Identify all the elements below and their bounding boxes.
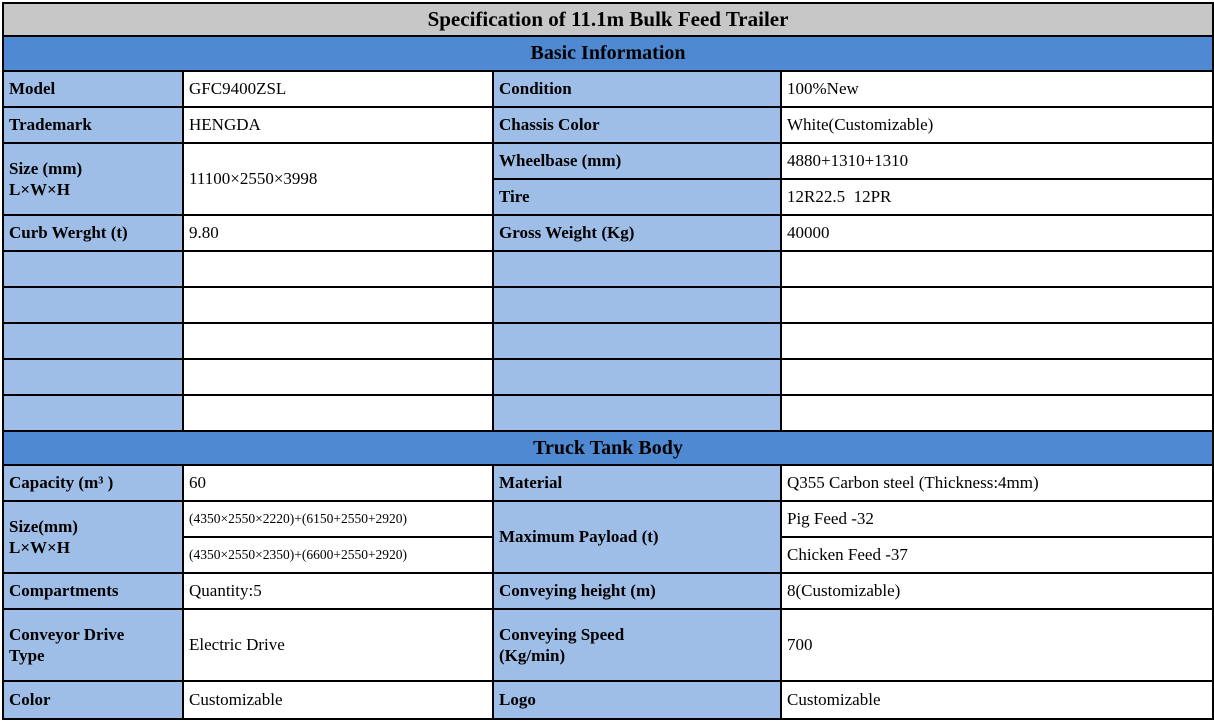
empty-value-cell [182,358,494,396]
value-size-tank-1: (4350×2550×2220)+(6150+2550+2920) [182,500,494,538]
value-chassis-color: White(Customizable) [780,106,1214,144]
empty-row [2,322,1214,360]
empty-row [2,394,1214,432]
value-maximum-payload-2: Chicken Feed -37 [780,536,1214,574]
value-gross-weight: 40000 [780,214,1214,252]
value-conveying-height: 8(Customizable) [780,572,1214,610]
label-condition: Condition [492,70,782,108]
label-logo: Logo [492,680,782,720]
label-curb-weight: Curb Werght (t) [2,214,184,252]
empty-label-cell [492,394,782,432]
value-maximum-payload-1: Pig Feed -32 [780,500,1214,538]
label-conveyor-drive-type: Conveyor Drive Type [2,608,184,682]
value-tire: 12R22.5 12PR [780,178,1214,216]
value-conveyor-drive-type: Electric Drive [182,608,494,682]
label-size-basic: Size (mm) L×W×H [2,142,184,216]
empty-value-cell [780,358,1214,396]
label-conveying-height: Conveying height (m) [492,572,782,610]
label-gross-weight: Gross Weight (Kg) [492,214,782,252]
empty-label-cell [2,394,184,432]
value-model: GFC9400ZSL [182,70,494,108]
empty-value-cell [182,322,494,360]
value-trademark: HENGDA [182,106,494,144]
label-size-tank: Size(mm) L×W×H [2,500,184,574]
value-conveying-speed: 700 [780,608,1214,682]
value-size-basic: 11100×2550×3998 [182,142,494,216]
empty-label-cell [492,322,782,360]
empty-value-cell [780,250,1214,288]
value-compartments: Quantity:5 [182,572,494,610]
table-title: Specification of 11.1m Bulk Feed Trailer [2,2,1214,37]
value-logo: Customizable [780,680,1214,720]
label-model: Model [2,70,184,108]
label-tire: Tire [492,178,782,216]
empty-value-cell [780,394,1214,432]
value-condition: 100%New [780,70,1214,108]
value-size-tank-2: (4350×2550×2350)+(6600+2550+2920) [182,536,494,574]
label-color: Color [2,680,184,720]
section-header-truck-tank-body: Truck Tank Body [2,430,1214,466]
value-curb-weight: 9.80 [182,214,494,252]
section-header-basic-information: Basic Information [2,35,1214,72]
empty-value-cell [182,286,494,324]
label-wheelbase: Wheelbase (mm) [492,142,782,180]
value-material: Q355 Carbon steel (Thickness:4mm) [780,464,1214,502]
value-wheelbase: 4880+1310+1310 [780,142,1214,180]
label-compartments: Compartments [2,572,184,610]
empty-label-cell [2,322,184,360]
empty-label-cell [492,250,782,288]
label-trademark: Trademark [2,106,184,144]
empty-value-cell [182,394,494,432]
empty-value-cell [182,250,494,288]
value-capacity: 60 [182,464,494,502]
value-color: Customizable [182,680,494,720]
label-maximum-payload: Maximum Payload (t) [492,500,782,574]
empty-row [2,250,1214,288]
label-conveying-speed: Conveying Speed (Kg/min) [492,608,782,682]
label-material: Material [492,464,782,502]
empty-label-cell [2,250,184,288]
empty-row [2,358,1214,396]
empty-row [2,286,1214,324]
empty-label-cell [492,358,782,396]
label-capacity: Capacity (m³ ) [2,464,184,502]
empty-value-cell [780,322,1214,360]
label-chassis-color: Chassis Color [492,106,782,144]
empty-value-cell [780,286,1214,324]
empty-label-cell [2,286,184,324]
empty-label-cell [2,358,184,396]
empty-label-cell [492,286,782,324]
